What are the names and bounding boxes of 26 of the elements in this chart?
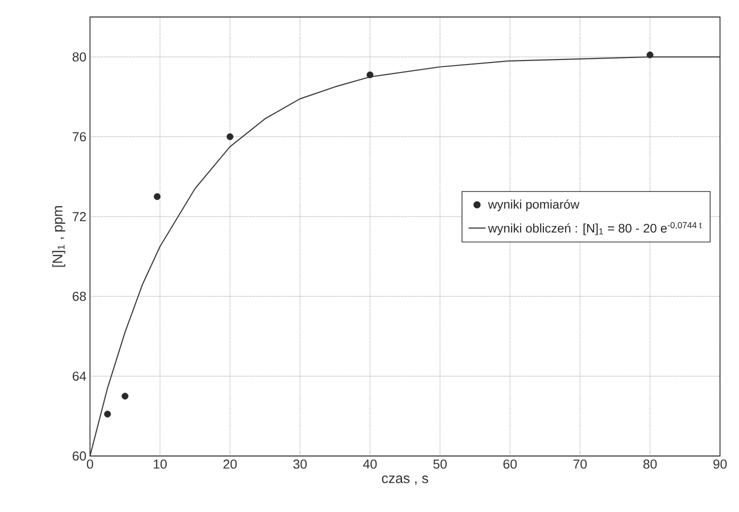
point: [646, 52, 654, 58]
x-tick-label: 30: [293, 460, 307, 469]
y-tick-label: 68: [72, 292, 86, 301]
x-tick-label: 70: [573, 460, 587, 469]
x-tick-label: 90: [713, 460, 727, 469]
point: [154, 193, 161, 200]
y-tick-label: 76: [72, 132, 86, 142]
legend-label: wyniki pomiarów: [488, 199, 580, 212]
y-tick-label: 72: [72, 212, 86, 222]
x-tick-label: 60: [503, 460, 517, 469]
point: [226, 133, 234, 140]
x-tick-label: 20: [223, 460, 237, 469]
x-axis-title: czas , s: [382, 476, 428, 485]
x-tick-label: 10: [154, 460, 167, 469]
point: [104, 410, 111, 418]
x-tick-label: 80: [643, 460, 657, 469]
y-tick-label: 64: [72, 372, 86, 381]
x-tick-label: 50: [433, 460, 447, 469]
x-tick-label: 40: [363, 460, 377, 469]
point: [122, 392, 128, 400]
legend-label: wyniki obliczeń : [N]$_{1}$ = 80 - 20 e$^{-0,0744 t}$: [488, 222, 702, 236]
y-tick-label: 80: [72, 52, 86, 62]
y-tick-label: 60: [72, 451, 86, 461]
y-axis-title: [N]$_{1}$ , ppm: [52, 206, 66, 267]
x-tick-label: 0: [86, 460, 94, 469]
point: [366, 71, 374, 78]
